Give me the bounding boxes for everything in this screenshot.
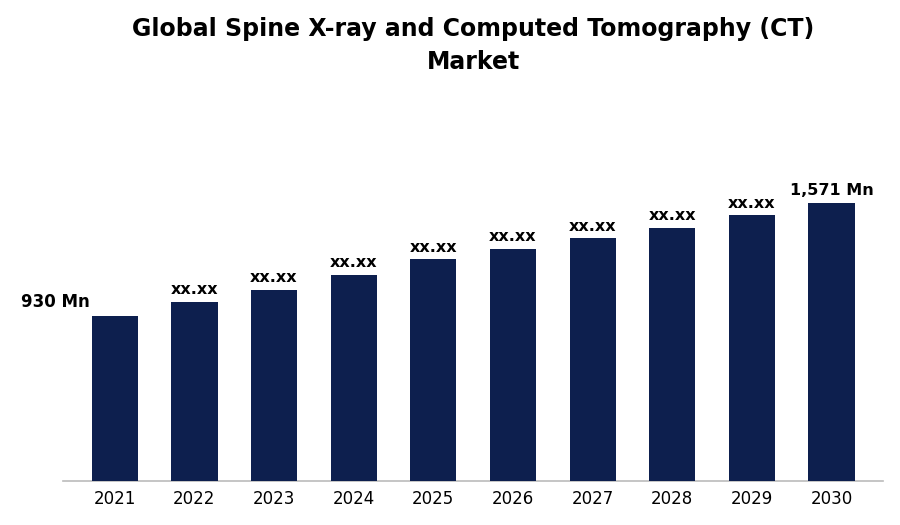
Bar — [251, 290, 297, 480]
Text: xx.xx: xx.xx — [569, 219, 616, 234]
Title: Global Spine X-ray and Computed Tomography (CT)
Market: Global Spine X-ray and Computed Tomograp… — [132, 17, 814, 74]
Bar — [92, 316, 138, 480]
Text: xx.xx: xx.xx — [728, 196, 776, 211]
Text: xx.xx: xx.xx — [171, 282, 218, 298]
Bar — [649, 228, 696, 480]
Bar — [330, 275, 377, 480]
Text: 1,571 Mn: 1,571 Mn — [789, 183, 873, 198]
Text: xx.xx: xx.xx — [410, 240, 457, 255]
Bar — [490, 249, 536, 480]
Bar — [729, 215, 775, 480]
Text: xx.xx: xx.xx — [330, 255, 377, 270]
Text: 930 Mn: 930 Mn — [21, 293, 89, 311]
Bar — [171, 302, 218, 480]
Text: xx.xx: xx.xx — [490, 229, 536, 245]
Text: xx.xx: xx.xx — [250, 270, 298, 285]
Text: xx.xx: xx.xx — [649, 208, 696, 223]
Bar — [570, 238, 616, 480]
Bar — [808, 203, 855, 480]
Bar — [410, 259, 456, 480]
